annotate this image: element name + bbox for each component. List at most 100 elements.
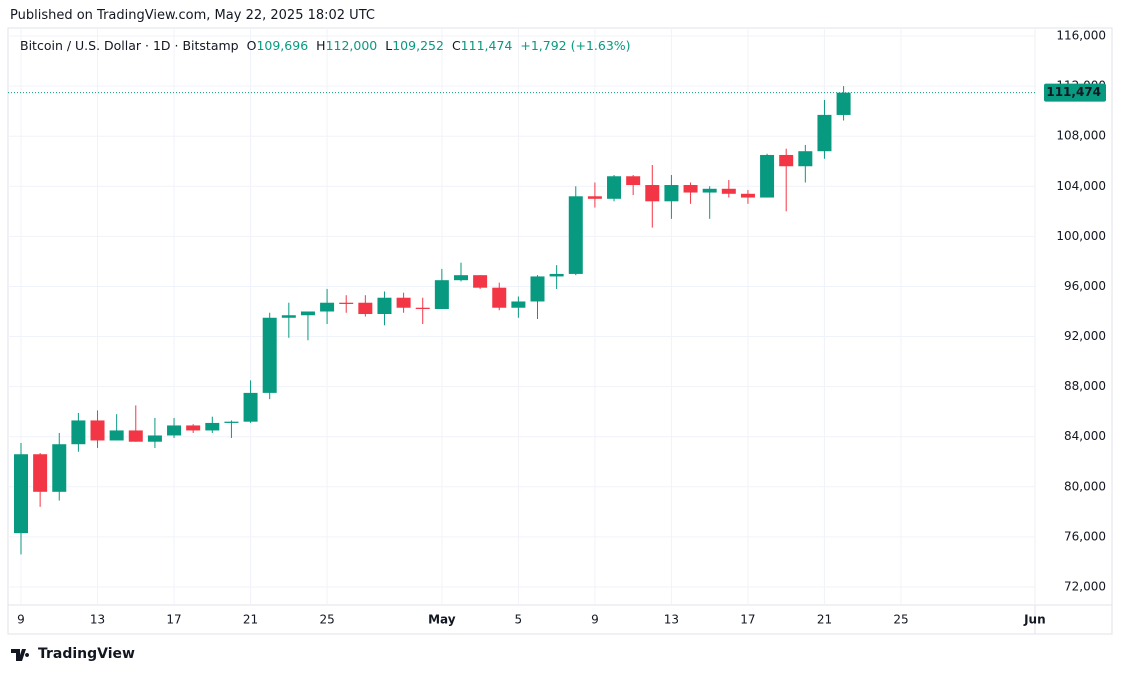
ohlc-key: H [316, 38, 326, 53]
candle [147, 417, 162, 448]
candle-body [836, 92, 851, 115]
candle [14, 442, 28, 555]
candle [492, 282, 507, 311]
candle-body [167, 425, 182, 436]
x-tick-label: 13 [664, 613, 679, 627]
candle [607, 175, 622, 202]
candle [549, 265, 564, 289]
candle [224, 420, 239, 438]
candle [779, 148, 794, 212]
candle [664, 175, 679, 219]
candle-body [243, 392, 258, 422]
y-tick-label: 104,000 [1056, 179, 1106, 193]
candle [205, 416, 220, 433]
candle [473, 275, 488, 289]
candle-body [702, 188, 717, 193]
candle-body [90, 420, 105, 441]
candle [243, 380, 258, 423]
candle-body [33, 454, 48, 492]
candle-body [14, 454, 28, 534]
candle [300, 311, 315, 341]
candle-body [224, 421, 239, 423]
candle-body [779, 154, 794, 167]
candle-body [205, 422, 220, 431]
x-tick-label: 21 [817, 613, 832, 627]
candle-body [128, 430, 143, 442]
candle-body [760, 154, 775, 198]
candle [377, 291, 392, 326]
candle-body [358, 302, 373, 314]
candle [798, 144, 813, 183]
candle-body [568, 196, 583, 274]
candle [358, 295, 373, 317]
candle [511, 296, 526, 318]
candle-body [453, 275, 468, 281]
x-tick-label: 9 [17, 613, 25, 627]
candle [339, 295, 354, 313]
candle-body [645, 185, 660, 202]
candle [52, 432, 67, 501]
change: +1,792 (+1.63%) [520, 38, 631, 53]
candle [396, 292, 411, 313]
candle [262, 312, 277, 400]
candle-body [511, 301, 526, 308]
candle [434, 268, 449, 309]
y-tick-label: 108,000 [1056, 129, 1106, 143]
x-tick-label: 13 [90, 613, 105, 627]
legend-title: Bitcoin / U.S. Dollar · 1D · Bitstamp [20, 38, 239, 53]
x-tick-label: May [428, 613, 456, 627]
x-tick-label: 17 [166, 613, 181, 627]
candle [683, 182, 698, 204]
candle-body [415, 307, 430, 309]
candle [453, 262, 468, 282]
y-tick-label: 92,000 [1064, 329, 1106, 343]
candle [320, 288, 335, 325]
candle [760, 153, 775, 198]
candle [33, 452, 48, 507]
brand: TradingView [38, 646, 135, 662]
y-tick-label: 80,000 [1064, 479, 1106, 493]
candle [71, 412, 86, 452]
candle-body [71, 420, 86, 445]
y-tick-label: 116,000 [1056, 29, 1106, 43]
candle-body [740, 193, 755, 198]
candle [415, 297, 430, 325]
candle-body [262, 317, 277, 393]
chart-frame [7, 27, 1113, 635]
candle [626, 175, 641, 196]
candle-body [147, 435, 162, 442]
candle-body [186, 425, 201, 431]
x-tick-label: 25 [319, 613, 334, 627]
candle-body [52, 444, 67, 492]
candle [645, 164, 660, 228]
y-tick-label: 96,000 [1064, 279, 1106, 293]
candle [587, 182, 602, 208]
x-tick-label: Jun [1023, 613, 1046, 627]
ohlc-value: 109,696 [256, 38, 309, 53]
y-tick-label: 88,000 [1064, 379, 1106, 393]
candle-body [377, 297, 392, 314]
candle-body [626, 176, 641, 186]
candle-body [339, 302, 354, 304]
candle-body [530, 276, 545, 302]
candle-body [434, 280, 449, 309]
y-tick-label: 100,000 [1056, 229, 1106, 243]
candle [702, 186, 717, 219]
logo [11, 649, 30, 661]
candle-body [396, 297, 411, 308]
candle-body [664, 185, 679, 202]
candle [90, 410, 105, 448]
candle [568, 186, 583, 276]
candle [109, 414, 124, 441]
candle-body [300, 311, 315, 316]
ohlc-key: C [451, 38, 461, 53]
legend: Bitcoin / U.S. Dollar · 1D · Bitstamp O10… [20, 38, 631, 53]
candle [836, 86, 851, 121]
x-tick-label: 17 [740, 613, 755, 627]
ohlc-key: O [246, 38, 257, 53]
candle-body [492, 287, 507, 308]
candle-body [473, 275, 488, 288]
last-price-label: 111,474 [1046, 85, 1101, 99]
candle-body [109, 430, 124, 441]
